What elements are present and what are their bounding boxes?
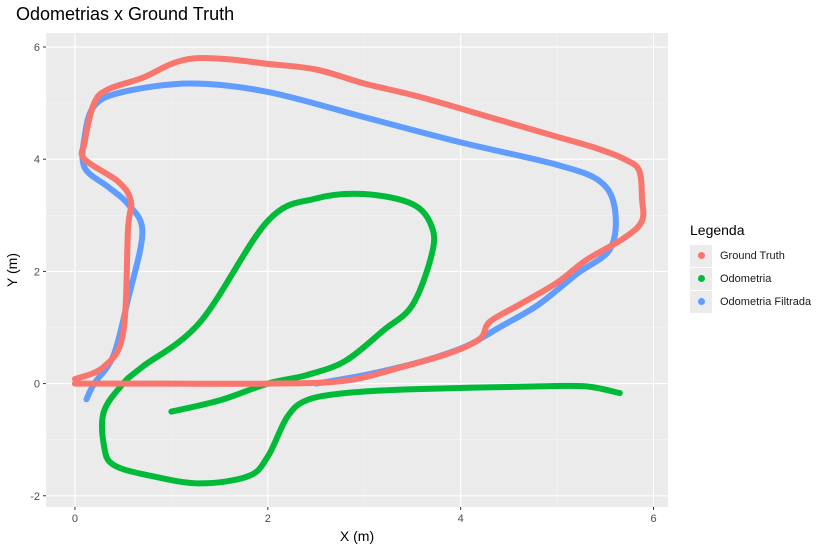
legend-key: [690, 244, 712, 267]
y-axis-ticks: -2 0 2 4 6: [30, 42, 46, 503]
legend-title: Legenda: [690, 222, 745, 238]
y-axis-label: Y (m): [4, 253, 20, 287]
y-tick-label: -2: [30, 491, 40, 503]
y-tick-label: 0: [34, 379, 40, 391]
x-axis-label: X (m): [340, 528, 374, 544]
legend-dot-icon: [697, 298, 705, 305]
x-tick-label: 2: [265, 513, 271, 525]
legend-key: [690, 290, 712, 313]
x-tick-label: 6: [650, 513, 656, 525]
y-tick-label: 6: [34, 42, 40, 54]
legend: Legenda Ground Truth Odometria Odometria…: [690, 222, 811, 313]
legend-item-odometria: Odometria: [690, 267, 811, 290]
series-layer: [71, 54, 647, 487]
x-tick-label: 4: [458, 513, 464, 525]
legend-key: [690, 267, 712, 290]
legend-label: Odometria: [720, 272, 772, 285]
legend-item-ground-truth: Ground Truth: [690, 244, 811, 267]
y-tick-label: 4: [34, 154, 40, 166]
x-tick-label: 0: [72, 513, 78, 525]
y-tick-label: 2: [34, 266, 40, 278]
series-line-ground-truth: [71, 54, 647, 387]
legend-dot-icon: [697, 252, 705, 259]
chart-title: Odometrias x Ground Truth: [16, 4, 235, 24]
legend-item-odometria-filtrada: Odometria Filtrada: [690, 290, 811, 313]
legend-label: Ground Truth: [720, 249, 785, 262]
series-line-odometria: [99, 190, 623, 487]
legend-dot-icon: [697, 275, 705, 282]
legend-label: Odometria Filtrada: [720, 295, 812, 308]
minor-gridlines: [46, 33, 668, 507]
x-axis-ticks: 0 2 4 6: [72, 507, 657, 525]
plot-panel: [46, 33, 668, 507]
